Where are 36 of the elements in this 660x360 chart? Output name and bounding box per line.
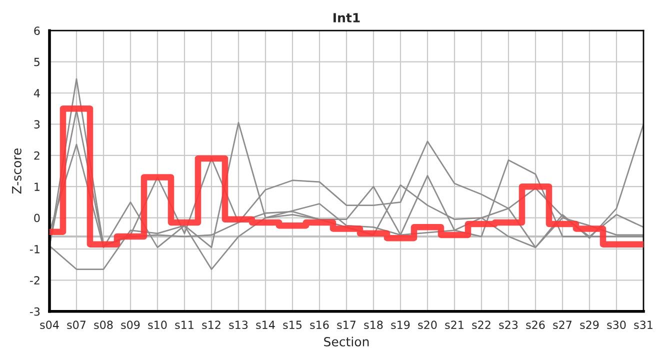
y-tick-label: 0 xyxy=(34,214,40,222)
x-tick-label: s12 xyxy=(202,320,220,330)
x-tick-label: s08 xyxy=(94,320,113,330)
x-tick-label: s11 xyxy=(175,320,194,330)
y-tick-label: -1 xyxy=(30,245,40,254)
x-axis-title: Section xyxy=(324,336,369,346)
x-tick-label: s14 xyxy=(256,320,275,330)
x-tick-label: s10 xyxy=(148,320,167,330)
x-tick-label: s31 xyxy=(634,320,652,330)
chart-title: Int1 xyxy=(334,13,360,22)
y-tick-label: -3 xyxy=(30,307,40,316)
x-tick-label: s15 xyxy=(283,320,302,330)
x-tick-label: s30 xyxy=(607,320,626,330)
x-tick-label: s22 xyxy=(472,320,490,330)
x-tick-label: s19 xyxy=(391,320,410,330)
x-tick-label: s27 xyxy=(553,320,572,330)
x-tick-label: s21 xyxy=(445,320,464,330)
y-tick-label: 6 xyxy=(34,26,40,35)
x-tick-label: s29 xyxy=(580,320,599,330)
x-tick-label: s23 xyxy=(499,320,518,330)
x-tick-label: s16 xyxy=(310,320,329,330)
x-tick-label: s18 xyxy=(364,320,383,330)
y-tick-label: 5 xyxy=(34,58,40,66)
x-tick-label: s20 xyxy=(418,320,437,330)
y-tick-label: 1 xyxy=(34,182,40,191)
x-tick-label: s13 xyxy=(229,320,248,330)
x-tick-label: s09 xyxy=(121,320,140,330)
y-tick-label: 2 xyxy=(34,151,40,160)
y-tick-label: 3 xyxy=(34,120,40,129)
x-tick-label: s07 xyxy=(67,320,86,330)
y-tick-label: -2 xyxy=(30,276,40,284)
x-tick-label: s26 xyxy=(526,320,545,330)
x-tick-label: s04 xyxy=(40,320,59,330)
y-tick-label: 4 xyxy=(34,89,40,98)
y-axis-title: Z-score xyxy=(12,148,22,194)
x-tick-label: s17 xyxy=(337,320,356,330)
